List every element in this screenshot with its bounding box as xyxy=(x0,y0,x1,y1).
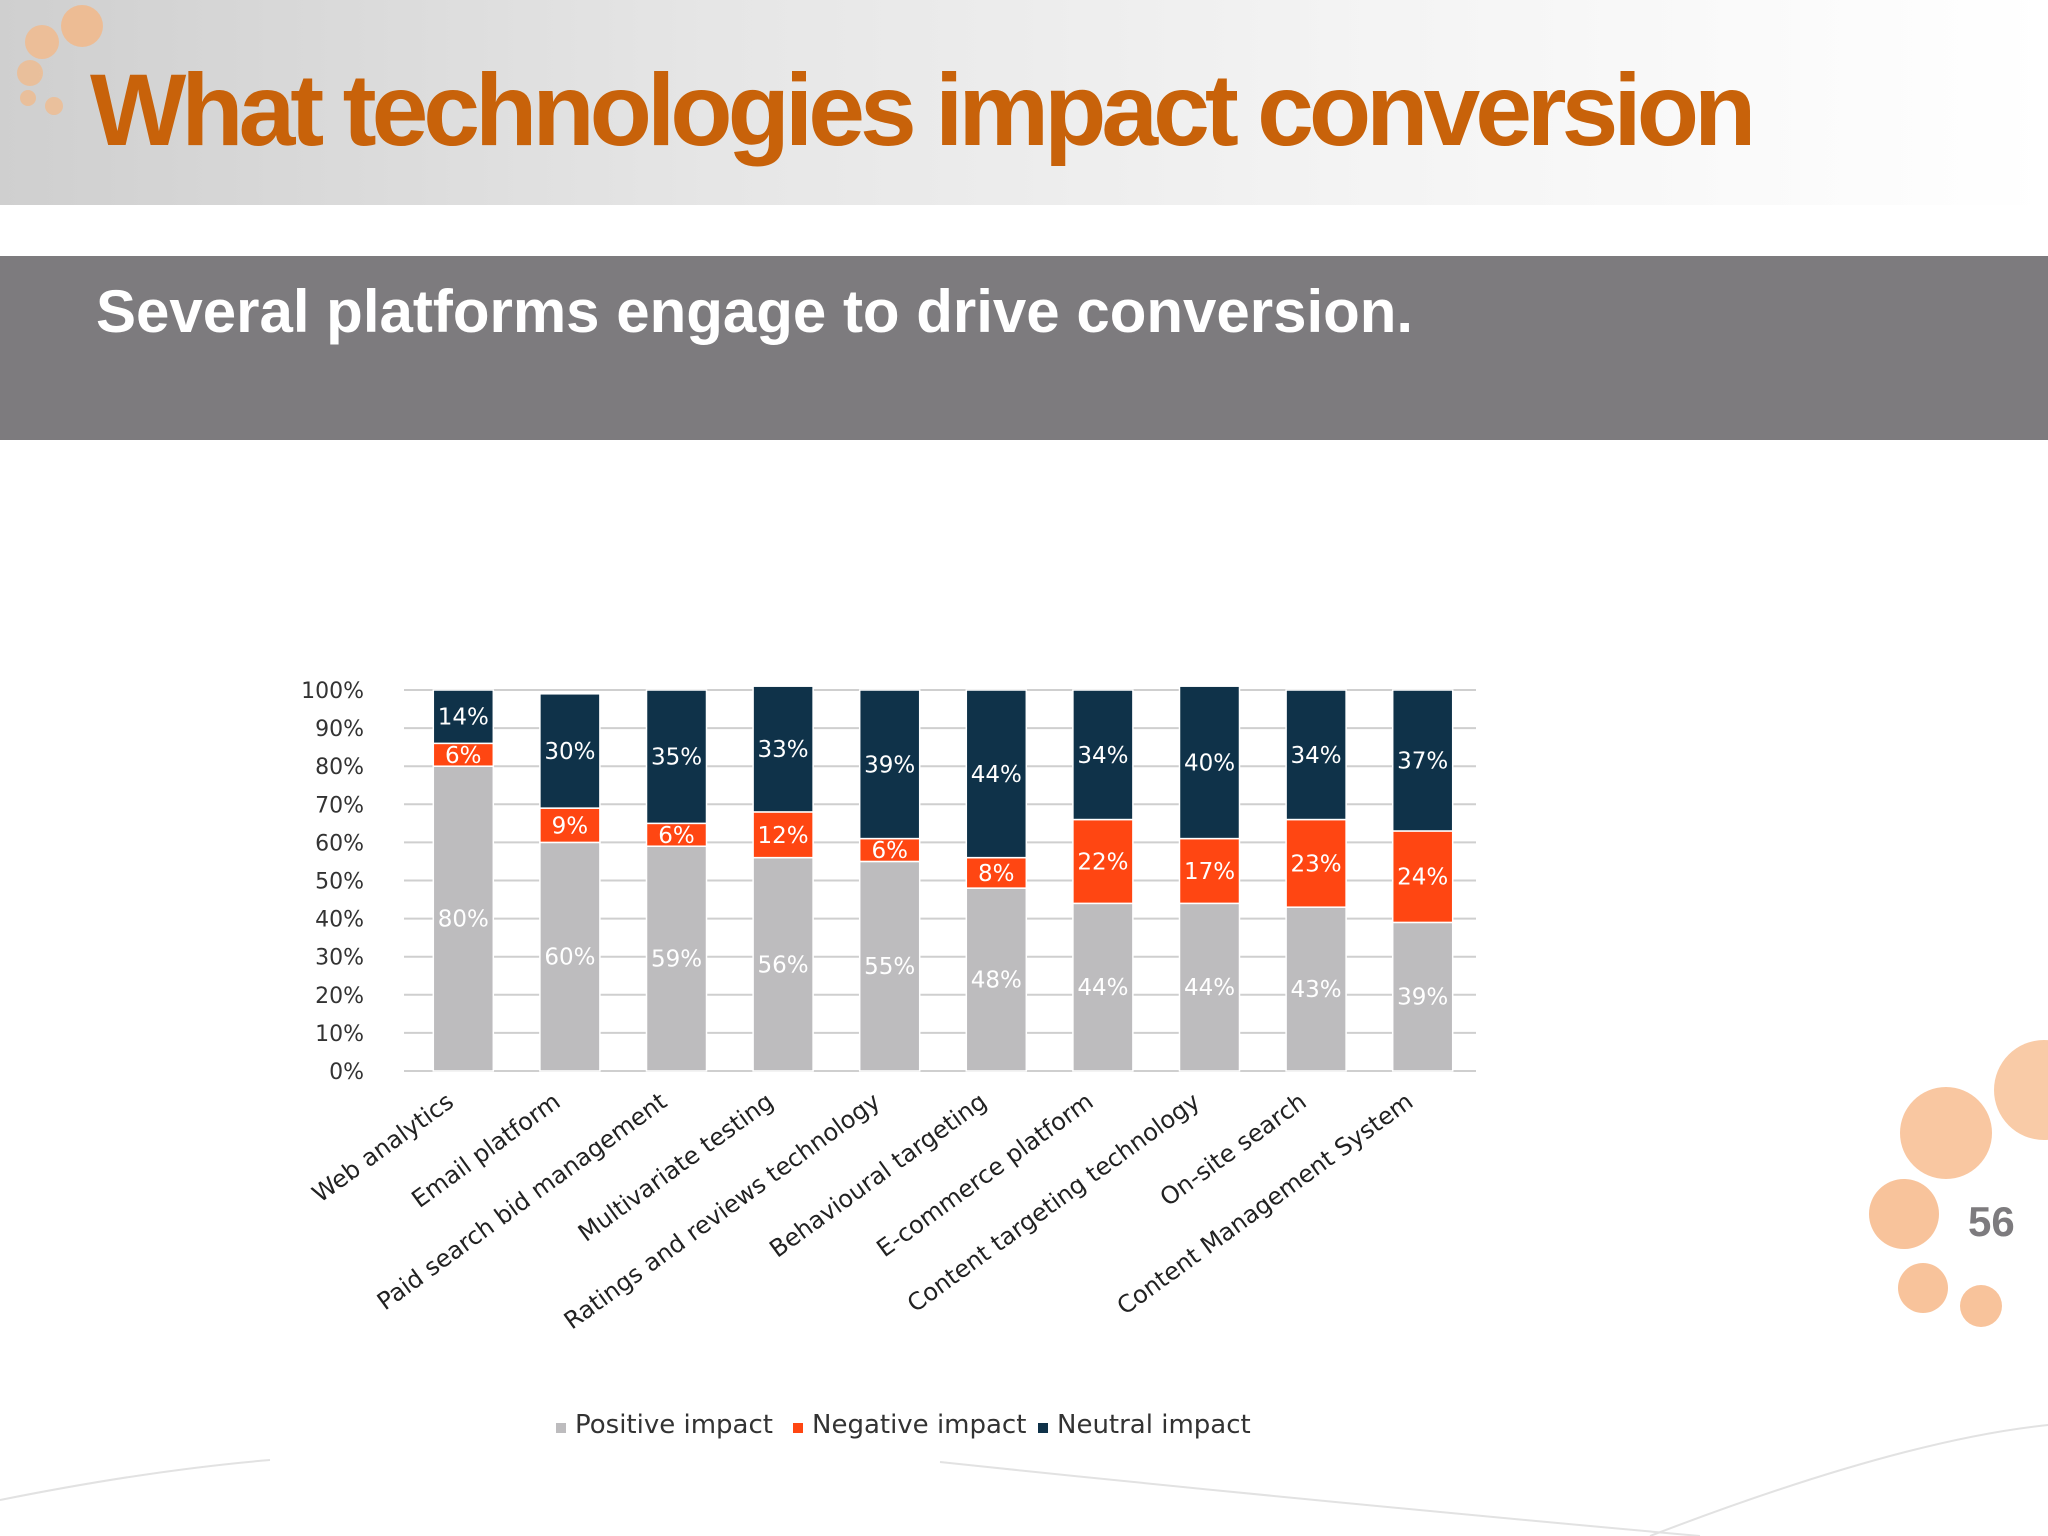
y-tick-label: 80% xyxy=(315,755,364,780)
data-label: 56% xyxy=(758,952,809,978)
bar-segment xyxy=(539,841,601,1072)
y-tick-label: 30% xyxy=(315,946,364,971)
legend-label: Positive impact xyxy=(575,1410,773,1440)
bar-segment xyxy=(1072,902,1134,1072)
data-label: 48% xyxy=(971,968,1022,994)
y-tick-label: 40% xyxy=(315,908,364,933)
slide-subtitle: Several platforms engage to drive conver… xyxy=(96,278,1414,345)
y-tick-label: 10% xyxy=(315,1022,364,1047)
legend-swatch xyxy=(793,1423,803,1433)
data-label: 43% xyxy=(1291,977,1342,1003)
chart-legend: Positive impact Negative impact Neutral im… xyxy=(556,1410,1251,1440)
data-label: 44% xyxy=(971,762,1022,788)
y-tick-label: 90% xyxy=(315,717,364,742)
data-label: 44% xyxy=(1184,975,1235,1001)
bar-segment xyxy=(432,689,495,745)
data-label: 37% xyxy=(1397,748,1448,774)
bar-segment xyxy=(1178,685,1241,840)
data-label: 6% xyxy=(871,838,908,864)
data-label: 30% xyxy=(544,739,595,765)
y-tick-label: 0% xyxy=(329,1060,364,1085)
bar-segment xyxy=(539,693,601,809)
bar-segment xyxy=(1285,818,1347,908)
bar-segment xyxy=(1072,689,1134,821)
data-label: 55% xyxy=(864,954,915,980)
page-number: 56 xyxy=(1968,1198,2015,1245)
data-label: 80% xyxy=(438,907,489,933)
bar-segment xyxy=(1072,818,1134,905)
data-label: 39% xyxy=(864,752,915,778)
data-label: 39% xyxy=(1397,985,1448,1011)
data-label: 6% xyxy=(445,743,482,769)
data-label: 23% xyxy=(1291,851,1342,877)
data-label: 34% xyxy=(1291,743,1342,769)
legend-label: Negative impact xyxy=(812,1410,1026,1440)
bar-segment xyxy=(1391,830,1454,924)
data-label: 24% xyxy=(1397,865,1448,891)
data-label: 12% xyxy=(758,823,809,849)
y-tick-label: 100% xyxy=(301,679,364,704)
y-tick-label: 50% xyxy=(315,870,364,895)
header-band xyxy=(0,0,2048,205)
data-label: 22% xyxy=(1077,849,1128,875)
bar-segment xyxy=(432,765,495,1072)
bar-segment xyxy=(752,685,814,813)
data-label: 40% xyxy=(1184,750,1235,776)
top-left-dots-decoration xyxy=(17,5,103,115)
bar-segment xyxy=(539,807,601,844)
data-label: 14% xyxy=(438,705,489,731)
subtitle-band xyxy=(0,256,2048,440)
data-label: 8% xyxy=(978,861,1015,887)
data-label: 33% xyxy=(758,737,809,763)
bar-segment xyxy=(752,856,814,1072)
x-category-label: Multivariate testing xyxy=(573,1087,779,1247)
data-label: 9% xyxy=(552,813,589,839)
y-tick-label: 60% xyxy=(315,831,364,856)
chart-bars xyxy=(432,685,1454,1072)
bar-segment xyxy=(752,811,814,859)
y-axis: 0% 10% 20% 30% 40% 50% 60% 70% 80% 90% 100% xyxy=(301,679,364,1085)
data-label: 59% xyxy=(651,947,702,973)
bar-segment xyxy=(1285,689,1347,821)
data-label: 60% xyxy=(544,945,595,971)
legend-swatch xyxy=(1038,1423,1048,1433)
bar-segment xyxy=(965,689,1028,859)
bar-segment xyxy=(858,689,921,840)
bottom-right-dots-decoration xyxy=(1869,1040,2048,1327)
bar-segment xyxy=(1285,906,1347,1072)
chart-data-labels: 80% 6% 14% 60% 9% 30% 59% 6% 35% 56% 12% 33% 55% 6% 39… xyxy=(438,705,1449,1011)
data-label: 17% xyxy=(1184,859,1235,885)
bottom-swoosh-decoration xyxy=(0,1424,2048,1536)
data-label: 34% xyxy=(1077,743,1128,769)
bar-segment xyxy=(1391,689,1454,832)
legend-label: Neutral impact xyxy=(1057,1410,1251,1440)
bar-segment xyxy=(858,860,921,1072)
legend-swatch xyxy=(556,1423,566,1433)
slide-title: What technologies impact conversion xyxy=(90,53,1756,167)
data-label: 35% xyxy=(651,745,702,771)
y-tick-label: 20% xyxy=(315,984,364,1009)
data-label: 6% xyxy=(658,823,695,849)
bar-segment xyxy=(965,887,1028,1072)
bar-segment xyxy=(645,689,708,825)
y-tick-label: 70% xyxy=(315,793,364,818)
bar-segment xyxy=(1391,921,1454,1072)
data-label: 44% xyxy=(1077,975,1128,1001)
bar-segment xyxy=(1178,902,1241,1072)
